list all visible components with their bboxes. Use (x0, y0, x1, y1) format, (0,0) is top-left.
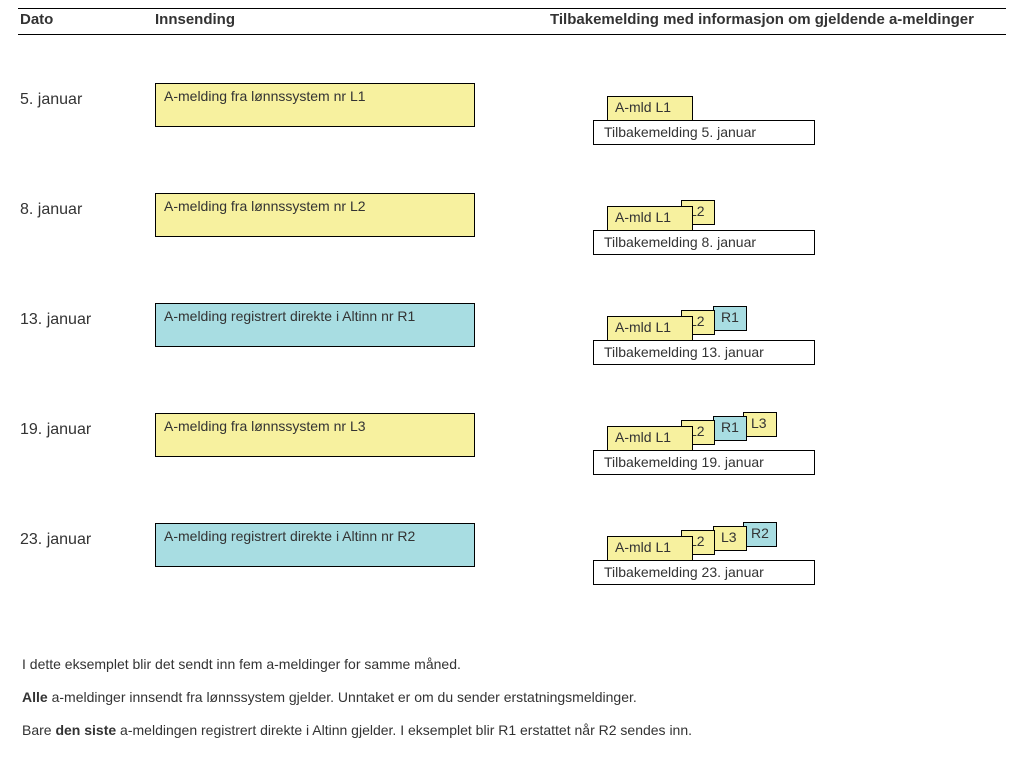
data-row: 8. januarA-melding fra lønnssystem nr L2… (18, 193, 1006, 255)
date-cell: 5. januar (18, 83, 155, 109)
feedback-cell: R2L3L2A-mld L1Tilbakemelding 23. januar (575, 523, 1006, 585)
send-box: A-melding fra lønnssystem nr L1 (155, 83, 475, 127)
feedback-stack: L2A-mld L1Tilbakemelding 8. januar (593, 193, 853, 255)
send-cell: A-melding fra lønnssystem nr L2 (155, 193, 575, 237)
feedback-stack: R2L3L2A-mld L1Tilbakemelding 23. januar (593, 523, 853, 585)
footer-line-3-a: Bare (22, 722, 55, 738)
feedback-chip: A-mld L1 (607, 316, 693, 340)
send-box: A-melding registrert direkte i Altinn nr… (155, 303, 475, 347)
feedback-baseline: Tilbakemelding 19. januar (593, 450, 815, 475)
date-cell: 23. januar (18, 523, 155, 549)
col-header-date: Dato (18, 11, 155, 30)
date-cell: 19. januar (18, 413, 155, 439)
footer-line-3-bold: den siste (55, 722, 116, 738)
feedback-cell: L2A-mld L1Tilbakemelding 8. januar (575, 193, 1006, 255)
data-row: 23. januarA-melding registrert direkte i… (18, 523, 1006, 585)
feedback-chip: A-mld L1 (607, 206, 693, 230)
send-cell: A-melding fra lønnssystem nr L1 (155, 83, 575, 127)
send-cell: A-melding fra lønnssystem nr L3 (155, 413, 575, 457)
rows-container: 5. januarA-melding fra lønnssystem nr L1… (18, 83, 1006, 585)
data-row: 5. januarA-melding fra lønnssystem nr L1… (18, 83, 1006, 145)
footer-line-2-rest: a-meldinger innsendt fra lønnssystem gje… (48, 689, 637, 705)
feedback-chip: L3 (743, 412, 777, 436)
feedback-chip: R2 (743, 522, 777, 546)
feedback-baseline: Tilbakemelding 8. januar (593, 230, 815, 255)
col-header-send: Innsending (155, 11, 550, 30)
feedback-chip: R1 (713, 306, 747, 330)
feedback-chip: A-mld L1 (607, 96, 693, 120)
feedback-chip: A-mld L1 (607, 536, 693, 560)
feedback-baseline: Tilbakemelding 13. januar (593, 340, 815, 365)
feedback-baseline: Tilbakemelding 5. januar (593, 120, 815, 145)
send-cell: A-melding registrert direkte i Altinn nr… (155, 523, 575, 567)
data-row: 13. januarA-melding registrert direkte i… (18, 303, 1006, 365)
feedback-stack: A-mld L1Tilbakemelding 5. januar (593, 83, 853, 145)
footer-line-2-bold: Alle (22, 689, 48, 705)
footer-line-1: I dette eksemplet blir det sendt inn fem… (22, 655, 1006, 674)
footer-text: I dette eksemplet blir det sendt inn fem… (18, 655, 1006, 740)
footer-line-2: Alle a-meldinger innsendt fra lønnssyste… (22, 688, 1006, 707)
send-box: A-melding registrert direkte i Altinn nr… (155, 523, 475, 567)
feedback-chip: A-mld L1 (607, 426, 693, 450)
col-header-feedback: Tilbakemelding med informasjon om gjelde… (550, 11, 1006, 30)
feedback-chip: L3 (713, 526, 747, 550)
table-header: Dato Innsending Tilbakemelding med infor… (18, 8, 1006, 35)
feedback-cell: R1L2A-mld L1Tilbakemelding 13. januar (575, 303, 1006, 365)
send-box: A-melding fra lønnssystem nr L2 (155, 193, 475, 237)
send-cell: A-melding registrert direkte i Altinn nr… (155, 303, 575, 347)
feedback-cell: A-mld L1Tilbakemelding 5. januar (575, 83, 1006, 145)
feedback-baseline: Tilbakemelding 23. januar (593, 560, 815, 585)
date-cell: 13. januar (18, 303, 155, 329)
date-cell: 8. januar (18, 193, 155, 219)
feedback-cell: L3R1L2A-mld L1Tilbakemelding 19. januar (575, 413, 1006, 475)
data-row: 19. januarA-melding fra lønnssystem nr L… (18, 413, 1006, 475)
feedback-stack: L3R1L2A-mld L1Tilbakemelding 19. januar (593, 413, 853, 475)
feedback-stack: R1L2A-mld L1Tilbakemelding 13. januar (593, 303, 853, 365)
footer-line-3-c: a-meldingen registrert direkte i Altinn … (116, 722, 692, 738)
footer-line-3: Bare den siste a-meldingen registrert di… (22, 721, 1006, 740)
send-box: A-melding fra lønnssystem nr L3 (155, 413, 475, 457)
feedback-chip: R1 (713, 416, 747, 440)
